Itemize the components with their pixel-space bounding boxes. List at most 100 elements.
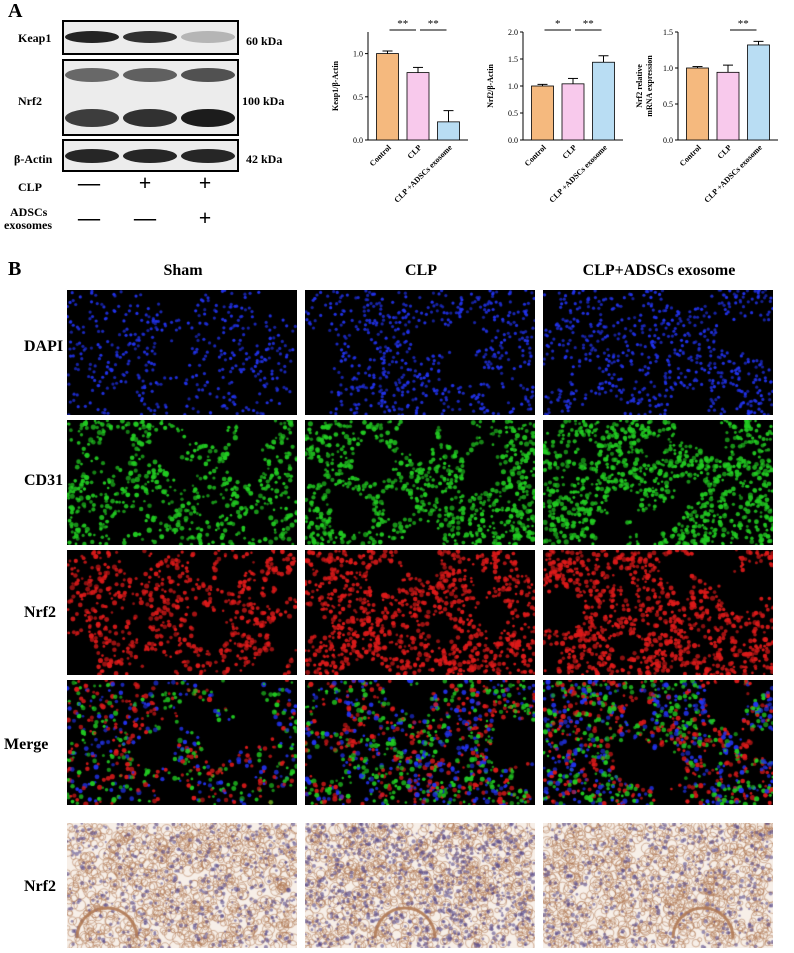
micrograph-dapi-1 — [67, 290, 297, 415]
panel-b-letter: B — [8, 258, 22, 280]
bar-2 — [747, 44, 770, 141]
micrograph-ihc-2 — [305, 823, 535, 948]
kda-actin: 42 kDa — [246, 152, 283, 166]
blot-band--actin-lane-1 — [65, 149, 119, 163]
exo-label-line1: ADSCs — [10, 205, 48, 219]
error-bar-0 — [382, 50, 393, 54]
bar-1 — [561, 83, 585, 141]
blot-label-actin: β-Actin — [14, 152, 53, 166]
row-label-nrf2-ihc: Nrf2 — [24, 878, 56, 895]
micrograph-cd31-1 — [67, 420, 297, 545]
y-axis-label: Nrf2 relative — [635, 64, 644, 108]
bar-2 — [437, 121, 460, 141]
y-tick-label: 2.0 — [508, 28, 518, 37]
micrograph-dapi-3 — [543, 290, 773, 415]
y-tick-label: 1.5 — [663, 28, 673, 37]
blot-band-keap1-lane-3 — [181, 31, 235, 43]
x-tick-label-2: CLP +ADSCs exosome — [702, 143, 764, 205]
blot-band--actin-lane-3 — [181, 149, 235, 163]
bar-chart-nrf2-mrna: 0.0 0.5 1.0 1.5 Nrf2 relative mRNA expression… — [635, 18, 778, 205]
micrograph-cd31-3 — [543, 420, 773, 545]
bar-2 — [592, 61, 615, 141]
y-tick-label: 1.5 — [508, 55, 518, 64]
western-blot: Keap1 Nrf2 β-Actin 60 kDa 100 kDa 42 kDa… — [0, 18, 300, 238]
micrograph-nrf2-1 — [67, 550, 297, 675]
panel-a-letter: A — [8, 0, 23, 22]
x-tick-label-0: Control — [523, 143, 549, 169]
column-header-clp: CLP — [405, 262, 437, 279]
blot-band-nrf2-lane-2 — [123, 109, 177, 127]
micrograph-ihc-1 — [67, 823, 297, 948]
error-bar-2 — [443, 110, 454, 122]
y-tick-label: 1.0 — [663, 64, 673, 73]
clp-sign-3: + — [198, 170, 212, 195]
x-tick-label-1: CLP — [406, 143, 424, 161]
significance-label-1: ** — [583, 18, 594, 30]
row-label-dapi: DAPI — [24, 338, 64, 355]
bar-chart-nrf2-protein: 0.0 0.5 1.0 1.5 2.0 Nrf2/β-Actin Control CLPCLP… — [486, 18, 623, 205]
micrograph-merge-3 — [543, 680, 773, 805]
column-header-clp-exosome: CLP+ADSCs exosome — [582, 262, 736, 279]
micrograph-merge-1 — [67, 680, 297, 805]
significance-label-1: ** — [428, 18, 439, 30]
blot-band-nrf2-lane-3 — [181, 68, 235, 82]
y-tick-label: 0.0 — [663, 136, 673, 145]
significance-label-0: ** — [738, 18, 749, 30]
blot-label-nrf2: Nrf2 — [18, 94, 42, 108]
error-bar-1 — [723, 64, 733, 73]
y-tick-label: 1.0 — [508, 82, 518, 91]
micrograph-cd31-2 — [305, 420, 535, 545]
micrograph-merge-2 — [305, 680, 535, 805]
blot-image — [62, 20, 239, 172]
blot-band-nrf2-lane-3 — [181, 109, 235, 127]
exo-sign-2: — — [134, 205, 156, 230]
y-tick-label: 0.5 — [353, 93, 363, 102]
error-bar-0 — [537, 83, 548, 86]
x-tick-label-0: Control — [678, 143, 704, 169]
clp-label: CLP — [18, 180, 42, 194]
clp-sign-2: + — [138, 170, 152, 195]
exo-label-line2: exosomes — [4, 218, 52, 232]
row-label-nrf2-if: Nrf2 — [24, 604, 56, 621]
error-bar-2 — [598, 55, 609, 63]
error-bar-0 — [692, 66, 703, 68]
y-tick-label: 0.5 — [508, 109, 518, 118]
x-tick-label-2: CLP +ADSCs exosome — [392, 143, 454, 205]
blot-band-keap1-lane-1 — [65, 31, 119, 43]
x-tick-label-0: Control — [368, 143, 394, 169]
x-tick-label-2: CLP +ADSCs exosome — [547, 143, 609, 205]
y-tick-label: 1.0 — [353, 50, 363, 59]
blot-band-nrf2-lane-1 — [65, 109, 119, 127]
row-label-merge: Merge — [4, 736, 49, 753]
micrograph-nrf2-2 — [305, 550, 535, 675]
significance-label-0: * — [555, 18, 561, 30]
y-axis-label-line2: mRNA expression — [645, 55, 654, 117]
y-axis-label: Keap1/β-Actin — [331, 60, 340, 111]
micrograph-nrf2-3 — [543, 550, 773, 675]
y-tick-label: 0.0 — [353, 136, 363, 145]
significance-label-0: ** — [397, 18, 408, 30]
bar-0 — [686, 67, 709, 141]
blot-band--actin-lane-2 — [123, 149, 177, 163]
bar-0 — [531, 85, 554, 141]
micrograph-ihc-3 — [543, 823, 773, 948]
micrograph-dapi-2 — [305, 290, 535, 415]
error-bar-1 — [413, 66, 423, 73]
exo-sign-1: — — [78, 205, 100, 230]
blot-band-keap1-lane-2 — [123, 31, 177, 43]
blot-label-keap1: Keap1 — [18, 31, 52, 45]
bar-0 — [376, 53, 399, 141]
x-tick-label-1: CLP — [716, 143, 734, 161]
error-bar-1 — [568, 77, 578, 84]
exo-sign-3: + — [198, 205, 212, 230]
blot-band-nrf2-lane-1 — [65, 68, 119, 82]
column-header-sham: Sham — [163, 262, 203, 279]
bar-1 — [716, 71, 740, 141]
blot-band-nrf2-lane-2 — [123, 68, 177, 82]
error-bar-2 — [753, 40, 764, 45]
y-axis-label: Nrf2/β-Actin — [486, 64, 495, 108]
kda-nrf2: 100 kDa — [242, 94, 285, 108]
bar-1 — [406, 72, 430, 141]
y-tick-label: 0.0 — [508, 136, 518, 145]
